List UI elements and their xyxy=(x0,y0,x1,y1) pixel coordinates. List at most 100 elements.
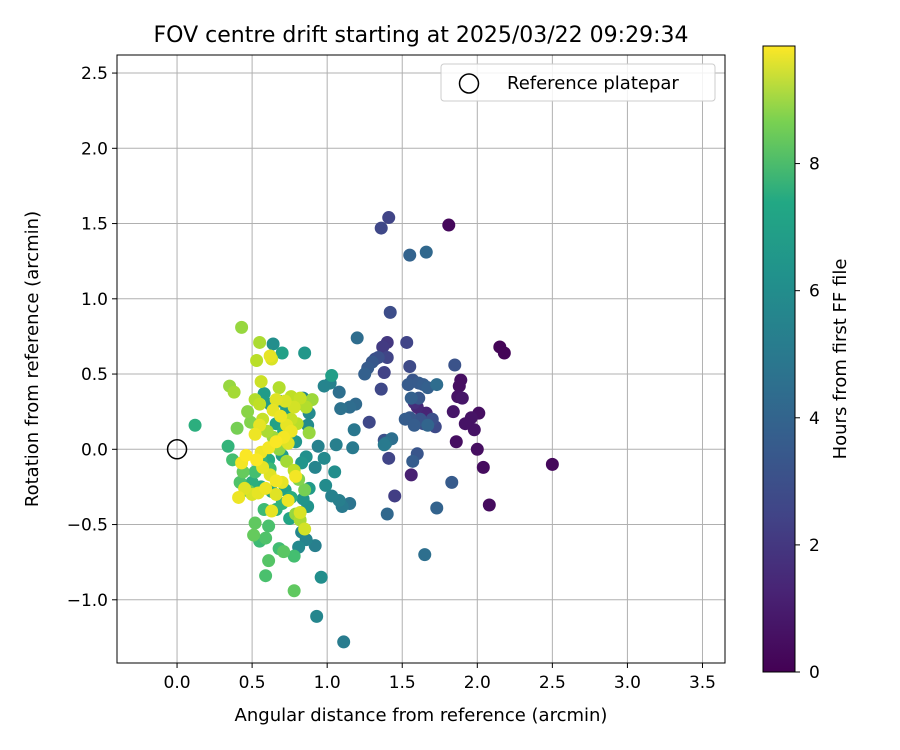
data-point xyxy=(329,438,343,452)
data-point xyxy=(449,435,463,449)
data-point xyxy=(188,418,202,432)
x-tick-label: 3.0 xyxy=(614,673,641,693)
y-axis-ticks: −1.0 −0.5 0.0 0.5 1.0 1.5 2.0 2.5 xyxy=(67,64,117,611)
data-point xyxy=(253,397,267,411)
colorbar-tick-label: 8 xyxy=(809,155,820,175)
data-point xyxy=(319,478,333,492)
data-point xyxy=(430,501,444,515)
data-point xyxy=(404,391,418,405)
colorbar-label: Hours from first FF file xyxy=(830,259,851,460)
data-point xyxy=(250,354,264,368)
data-point xyxy=(452,379,466,393)
colorbar-tick-label: 2 xyxy=(809,536,820,556)
chart-title: FOV centre drift starting at 2025/03/22 … xyxy=(154,23,689,48)
colorbar-tick-label: 0 xyxy=(809,663,820,683)
data-point xyxy=(287,584,301,598)
data-point xyxy=(254,375,268,389)
y-tick-label: 0.0 xyxy=(81,440,108,460)
data-point xyxy=(482,498,496,512)
data-point xyxy=(275,346,289,360)
data-point xyxy=(377,438,391,452)
data-point xyxy=(265,504,279,518)
data-point xyxy=(430,378,444,392)
data-point xyxy=(263,349,277,363)
data-point xyxy=(302,426,316,440)
x-tick-label: 3.5 xyxy=(689,673,716,693)
data-point xyxy=(248,516,262,530)
y-tick-label: 1.5 xyxy=(81,215,108,235)
data-point xyxy=(317,451,331,465)
data-point xyxy=(262,519,276,533)
colorbar: 0 2 4 6 8 Hours from first FF file xyxy=(762,45,851,683)
data-point xyxy=(337,635,351,649)
data-point xyxy=(328,465,342,479)
data-point xyxy=(287,549,301,563)
x-tick-label: 2.0 xyxy=(464,673,491,693)
data-point xyxy=(346,441,360,455)
data-point xyxy=(332,385,346,399)
data-point xyxy=(259,531,273,545)
data-point xyxy=(418,548,432,562)
data-point xyxy=(253,335,267,349)
data-point xyxy=(325,489,339,503)
data-point xyxy=(262,554,276,568)
data-point xyxy=(310,609,324,623)
data-point xyxy=(407,418,421,432)
data-point xyxy=(358,367,372,381)
data-point xyxy=(241,405,255,419)
data-point xyxy=(277,545,291,559)
data-point xyxy=(403,360,417,374)
y-tick-label: −1.0 xyxy=(67,591,108,611)
data-point xyxy=(388,489,402,503)
x-tick-label: 1.0 xyxy=(314,673,341,693)
data-point xyxy=(269,487,283,501)
data-point xyxy=(545,457,559,471)
data-point xyxy=(376,340,390,354)
data-point xyxy=(311,439,325,453)
data-point xyxy=(289,469,303,483)
y-tick-label: 0.5 xyxy=(81,365,108,385)
y-tick-label: 1.0 xyxy=(81,290,108,310)
data-point xyxy=(334,402,348,416)
data-point xyxy=(442,218,456,232)
data-point xyxy=(325,369,339,383)
data-point xyxy=(269,393,283,407)
data-point xyxy=(259,569,273,583)
data-point xyxy=(232,490,246,504)
data-point xyxy=(269,474,283,488)
data-point xyxy=(248,427,262,441)
data-point xyxy=(401,378,415,392)
data-points xyxy=(188,211,559,649)
data-point xyxy=(404,468,418,482)
data-point xyxy=(400,335,414,349)
data-point xyxy=(377,366,391,380)
data-point xyxy=(269,435,283,449)
y-tick-label: 2.0 xyxy=(81,139,108,159)
x-axis-label: Angular distance from reference (arcmin) xyxy=(235,705,608,726)
data-point xyxy=(308,460,322,474)
data-point xyxy=(230,421,244,435)
data-point xyxy=(298,346,312,360)
data-point xyxy=(445,475,459,489)
data-point xyxy=(293,506,307,520)
y-axis-label: Rotation from reference (arcmin) xyxy=(22,211,43,507)
x-tick-label: 2.5 xyxy=(539,673,566,693)
data-point xyxy=(274,409,288,423)
data-point xyxy=(317,379,331,393)
legend: Reference platepar xyxy=(440,63,716,102)
reference-marker xyxy=(166,439,188,460)
data-point xyxy=(470,442,484,456)
data-point xyxy=(455,391,469,405)
data-point xyxy=(383,305,397,319)
y-tick-label: 2.5 xyxy=(81,64,108,84)
colorbar-tick-label: 6 xyxy=(809,282,820,302)
colorbar-ticks: 0 2 4 6 8 xyxy=(795,155,820,683)
grid xyxy=(117,55,725,663)
data-point xyxy=(403,248,417,262)
data-point xyxy=(421,418,435,432)
data-point xyxy=(227,385,241,399)
x-tick-label: 0.0 xyxy=(164,673,191,693)
data-point xyxy=(247,528,261,542)
data-point xyxy=(272,381,286,395)
